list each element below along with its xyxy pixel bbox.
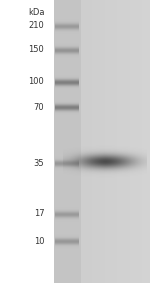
Bar [0, 0, 54, 283]
Text: 70: 70 [34, 102, 44, 112]
Text: kDa: kDa [28, 8, 44, 17]
Text: 10: 10 [34, 237, 44, 245]
Text: 35: 35 [34, 158, 44, 168]
Text: 210: 210 [28, 22, 44, 31]
Text: 150: 150 [28, 46, 44, 55]
Text: 17: 17 [34, 209, 44, 218]
Text: 100: 100 [28, 78, 44, 87]
